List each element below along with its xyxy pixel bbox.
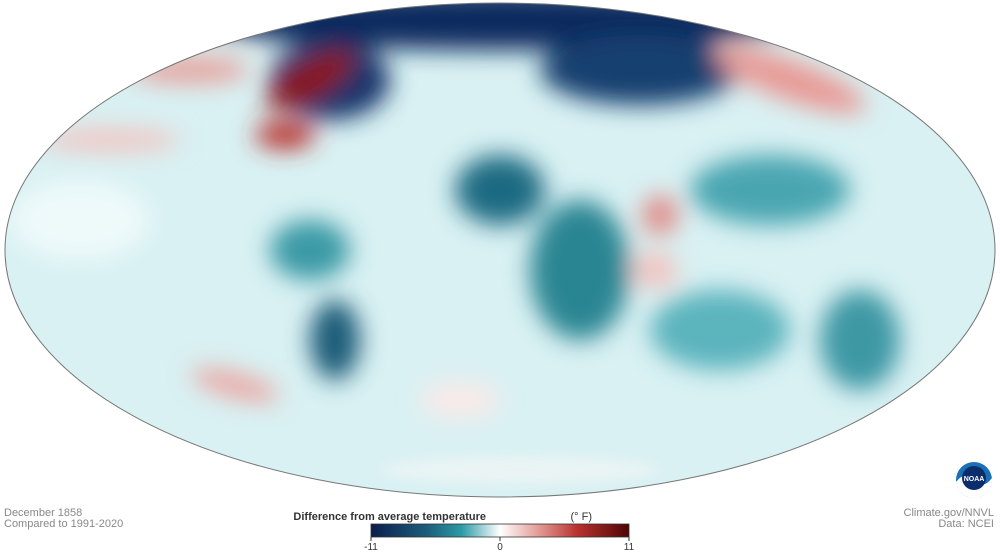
tick-label: -11 xyxy=(364,542,378,553)
credit: Climate.gov/NNVL xyxy=(904,507,994,519)
noaa-logo: NOAA xyxy=(956,462,993,499)
globe-outline xyxy=(4,2,996,498)
tick-label: 0 xyxy=(497,542,503,553)
legend-ticks: -11 0 11 xyxy=(364,537,635,553)
tick-label: 11 xyxy=(624,542,635,553)
color-scale xyxy=(370,523,630,538)
baseline: Compared to 1991-2020 xyxy=(4,518,123,530)
temperature-anomaly-map xyxy=(5,3,995,497)
logo-text: NOAA xyxy=(964,476,985,483)
date: December 1858 xyxy=(4,507,82,519)
source: Data: NCEI xyxy=(938,518,994,530)
legend-unit: (° F) xyxy=(570,511,592,523)
legend-title: Difference from average temperature xyxy=(293,511,486,523)
